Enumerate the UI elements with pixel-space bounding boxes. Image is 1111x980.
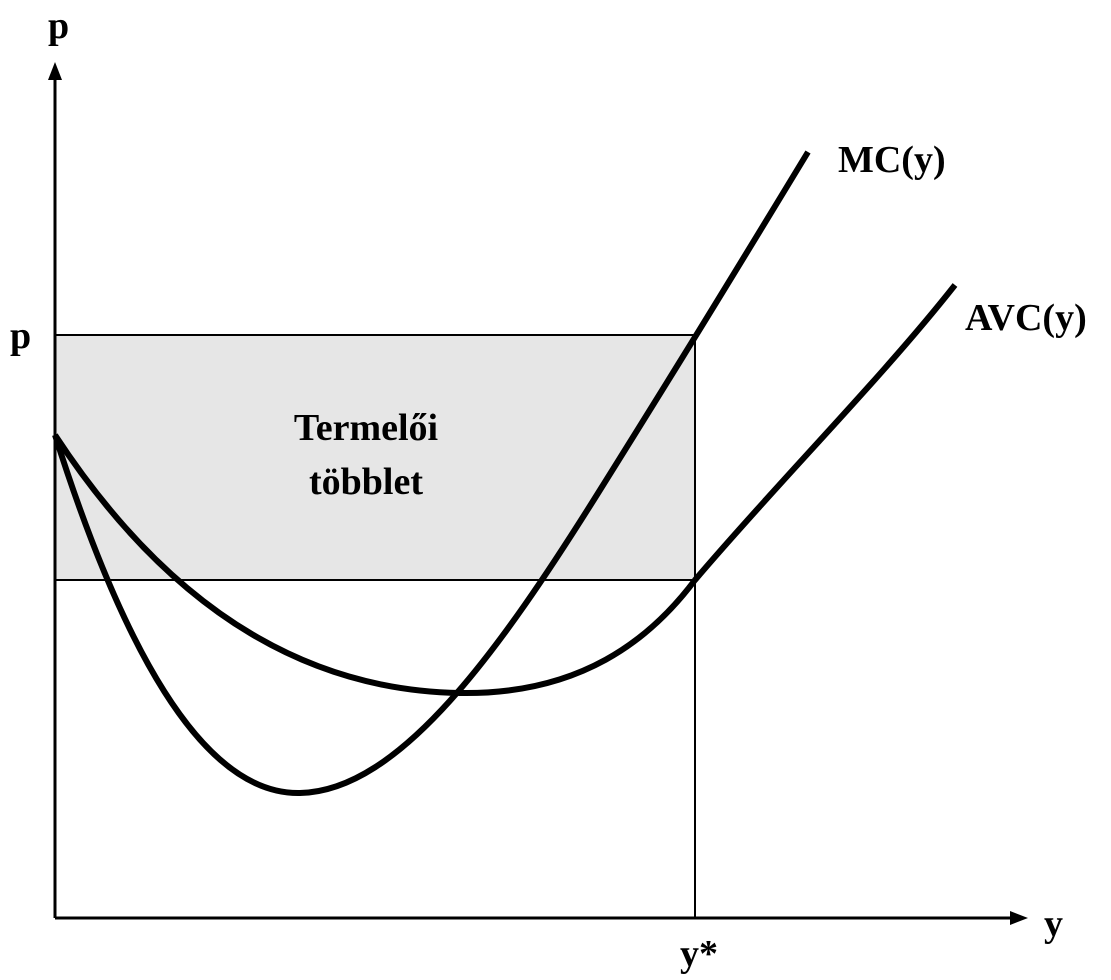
surplus-area: [54, 334, 696, 581]
y-axis-label: p: [48, 5, 69, 47]
mc-label: MC(y): [838, 139, 946, 181]
avc-label: AVC(y): [965, 297, 1087, 339]
x-axis-label: y: [1044, 903, 1063, 945]
area-label: többlet: [309, 461, 423, 503]
area-label: Termelői: [294, 407, 438, 449]
quantity-label: y*: [680, 933, 718, 975]
y-axis-arrow: [48, 62, 62, 80]
mc-curve: [52, 150, 811, 797]
price-label: p: [10, 315, 31, 357]
avc-curve: [52, 283, 958, 697]
x-axis-arrow: [1010, 911, 1028, 925]
